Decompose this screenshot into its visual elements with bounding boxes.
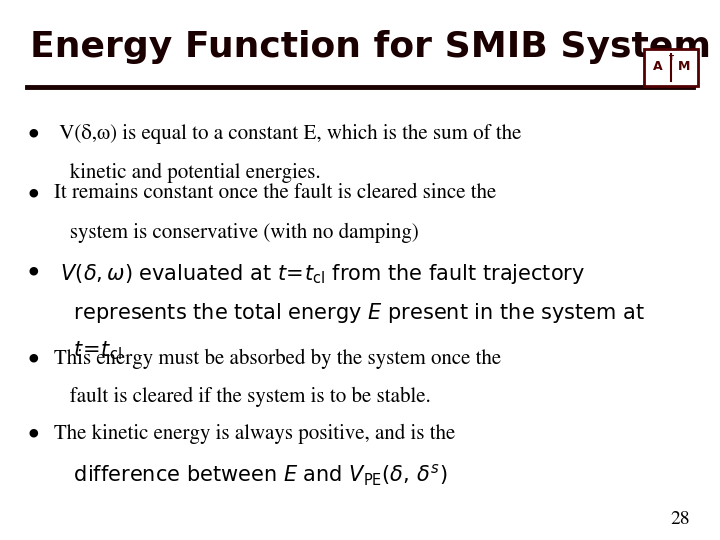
Text: •: •: [27, 184, 39, 204]
Text: This energy must be absorbed by the system once the: This energy must be absorbed by the syst…: [54, 348, 501, 369]
Text: •: •: [27, 424, 39, 444]
Text: kinetic and potential energies.: kinetic and potential energies.: [54, 163, 320, 184]
Text: difference between $E$ and $V_{\mathrm{PE}}(\delta,\, \delta^s)$: difference between $E$ and $V_{\mathrm{P…: [54, 463, 448, 488]
Text: M: M: [678, 60, 690, 73]
Text: Energy Function for SMIB System: Energy Function for SMIB System: [30, 30, 711, 64]
Text: •: •: [27, 348, 39, 368]
Text: It remains constant once the fault is cleared since the: It remains constant once the fault is cl…: [54, 184, 496, 204]
Text: 28: 28: [670, 511, 690, 528]
Text: •: •: [27, 124, 39, 144]
Text: A: A: [653, 60, 663, 73]
Text: system is conservative (with no damping): system is conservative (with no damping): [54, 222, 419, 243]
Bar: [644, 49, 698, 86]
Text: •: •: [27, 262, 39, 282]
Text: $t\!=\!t_{\mathrm{cl}}$: $t\!=\!t_{\mathrm{cl}}$: [54, 340, 122, 362]
Text: represents the total energy $E$ present in the system at: represents the total energy $E$ present …: [54, 301, 645, 325]
Text: The kinetic energy is always positive, and is the: The kinetic energy is always positive, a…: [54, 424, 455, 444]
Text: V(δ,ω) is equal to a constant E, which is the sum of the: V(δ,ω) is equal to a constant E, which i…: [54, 124, 521, 144]
Text: ᴛ: ᴛ: [669, 53, 673, 62]
Text: fault is cleared if the system is to be stable.: fault is cleared if the system is to be …: [54, 387, 431, 408]
Text: $V(\delta,\omega)$ evaluated at $t\!=\!t_{\mathrm{cl}}$ from the fault trajector: $V(\delta,\omega)$ evaluated at $t\!=\!t…: [54, 262, 585, 286]
